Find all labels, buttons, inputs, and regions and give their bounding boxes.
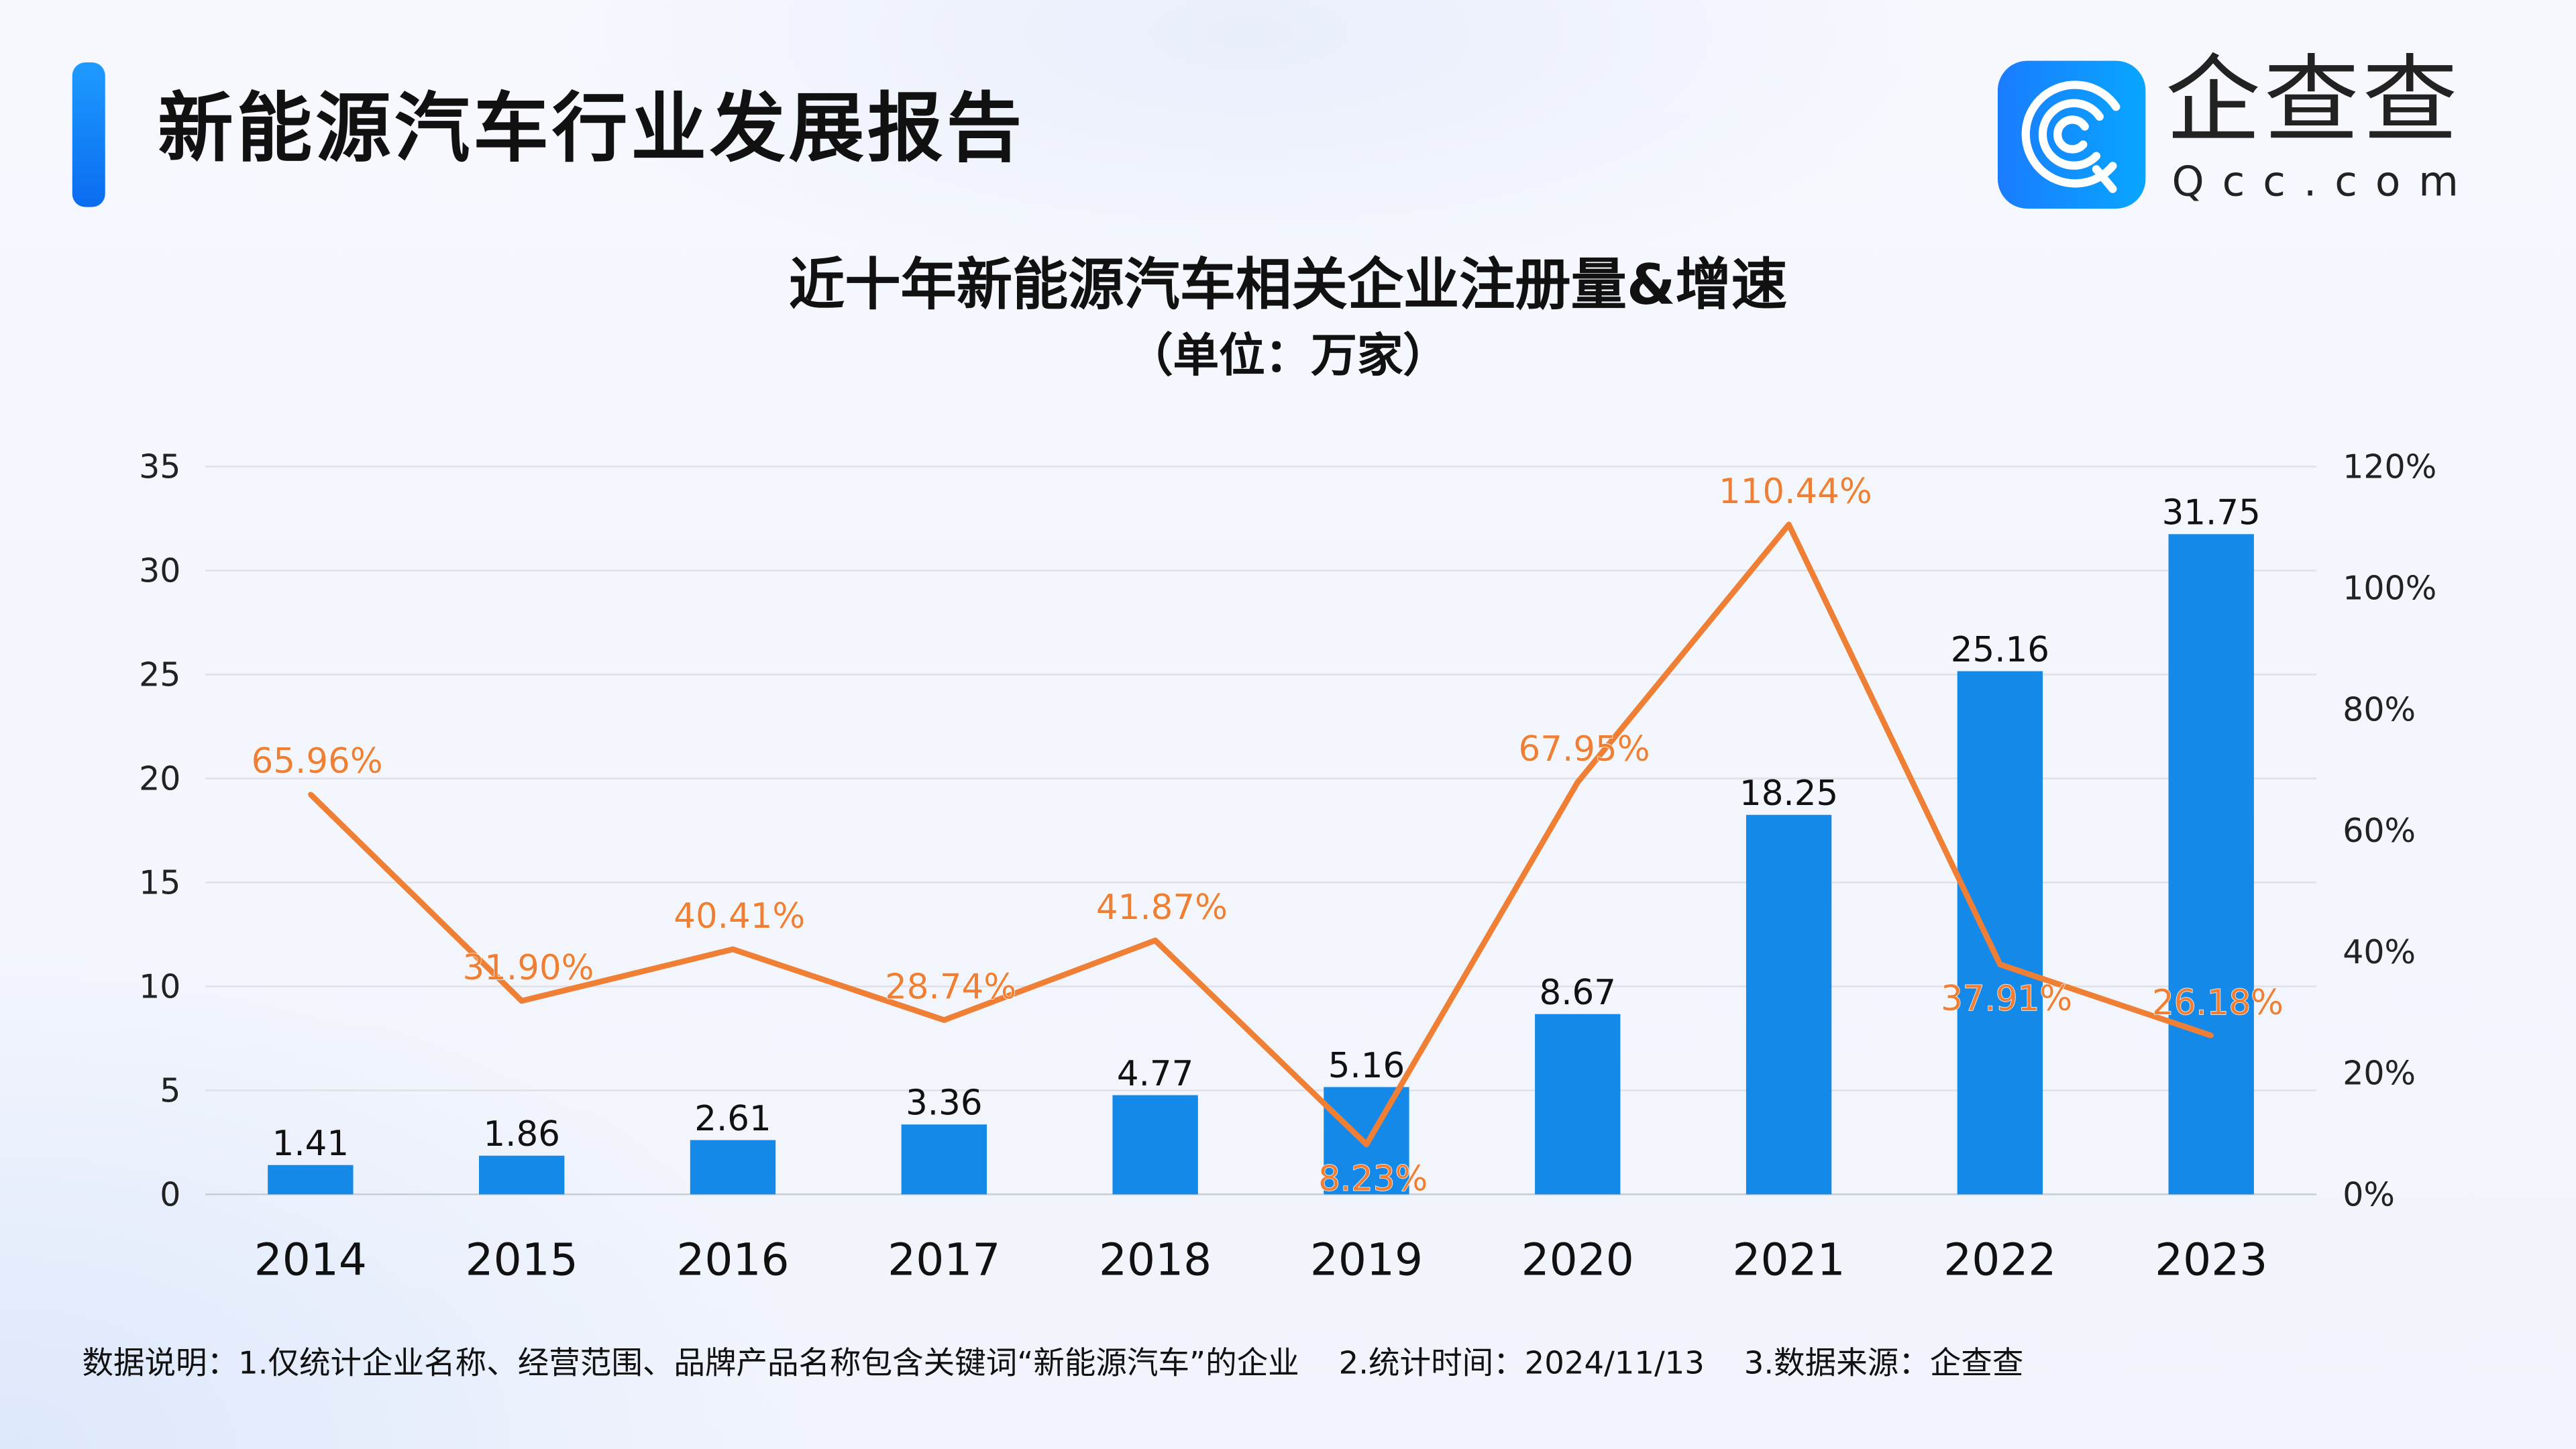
logo-text-cn: 企查查 (2165, 44, 2461, 156)
growth-value-label: 31.90% (462, 948, 594, 988)
growth-point (1364, 1142, 1369, 1147)
footnote-item: 2.统计时间：2024/11/13 (1338, 1345, 1705, 1382)
x-tick-label: 2016 (676, 1234, 789, 1285)
y2-tick-label: 100% (2343, 569, 2436, 607)
y-tick-label: 0 (160, 1176, 180, 1214)
bar-value-label: 25.16 (1951, 630, 2049, 670)
bar-value-label: 1.86 (483, 1114, 559, 1155)
y-tick-label: 15 (139, 864, 180, 902)
chart-title: 近十年新能源汽车相关企业注册量&增速 (788, 253, 1788, 319)
footnote-item: 3.数据来源：企查查 (1743, 1345, 2024, 1382)
bar (1957, 671, 2043, 1195)
logo-text-en: Qcc.com (2171, 158, 2477, 206)
growth-point (519, 998, 525, 1004)
growth-point (730, 947, 736, 952)
growth-value-label: 67.95% (1519, 729, 1650, 769)
footnote: 数据说明：1.仅统计企业名称、经营范围、品牌产品名称包含关键词“新能源汽车”的企… (82, 1342, 2053, 1385)
y-tick-label: 25 (139, 656, 180, 694)
bar (1746, 814, 1832, 1195)
growth-point (1152, 938, 1158, 943)
x-tick-label: 2020 (1521, 1234, 1634, 1285)
x-tick-label: 2019 (1310, 1234, 1423, 1285)
chart-subtitle: （单位：万家） (1126, 328, 1450, 383)
growth-point (2208, 1033, 2214, 1038)
growth-value-label: 65.96% (252, 741, 383, 782)
growth-point (1786, 522, 1792, 527)
title-accent-bar (72, 62, 105, 207)
x-tick-label: 2021 (1732, 1234, 1845, 1285)
growth-value-label: 28.74% (885, 967, 1016, 1008)
bar (479, 1155, 565, 1195)
growth-point (941, 1017, 947, 1023)
y-tick-label: 20 (139, 760, 180, 798)
y2-tick-label: 20% (2343, 1055, 2416, 1093)
x-tick-label: 2018 (1099, 1234, 1212, 1285)
growth-value-label: 26.18% (2152, 983, 2284, 1023)
y-tick-label: 5 (160, 1072, 180, 1110)
growth-value-label: 8.23% (1318, 1159, 1428, 1199)
bar-value-label: 3.36 (906, 1083, 982, 1124)
bar-value-label: 5.16 (1328, 1046, 1405, 1086)
y2-tick-label: 60% (2343, 812, 2416, 850)
x-tick-label: 2017 (888, 1234, 1000, 1285)
bar-value-label: 1.41 (272, 1124, 349, 1164)
qcc-logo-icon (1997, 60, 2146, 209)
bar-value-label: 8.67 (1540, 973, 1616, 1013)
bar (690, 1140, 776, 1195)
page-title: 新能源汽车行业发展报告 (158, 83, 1026, 173)
y-tick-label: 35 (139, 448, 180, 486)
bar (1535, 1014, 1621, 1195)
growth-point (1575, 780, 1580, 785)
bar-value-label: 2.61 (694, 1099, 771, 1139)
growth-point (308, 792, 313, 797)
bar (268, 1165, 354, 1195)
bar (2168, 534, 2254, 1195)
bar-value-label: 4.77 (1117, 1054, 1193, 1094)
y-tick-label: 10 (139, 968, 180, 1006)
x-tick-label: 2015 (466, 1234, 578, 1285)
y-tick-label: 30 (139, 552, 180, 590)
growth-point (1997, 961, 2003, 967)
growth-value-label: 41.87% (1096, 888, 1228, 928)
bar-value-label: 18.25 (1739, 773, 1838, 814)
bar (1112, 1095, 1198, 1195)
growth-line (308, 521, 2212, 1148)
y2-tick-label: 120% (2343, 448, 2436, 486)
bar (901, 1124, 987, 1195)
bar-value-label: 31.75 (2162, 493, 2261, 533)
y2-tick-label: 40% (2343, 933, 2416, 971)
x-tick-label: 2022 (1943, 1234, 2056, 1285)
y2-tick-label: 0% (2343, 1176, 2395, 1214)
footnote-item: 数据说明：1.仅统计企业名称、经营范围、品牌产品名称包含关键词“新能源汽车”的企… (82, 1345, 1299, 1382)
y2-tick-label: 80% (2343, 690, 2416, 729)
growth-value-label: 110.44% (1719, 472, 1872, 512)
growth-value-label: 37.91% (1941, 979, 2072, 1019)
x-tick-label: 2023 (2155, 1234, 2267, 1285)
growth-value-label: 40.41% (674, 896, 805, 936)
x-tick-label: 2014 (254, 1234, 367, 1285)
